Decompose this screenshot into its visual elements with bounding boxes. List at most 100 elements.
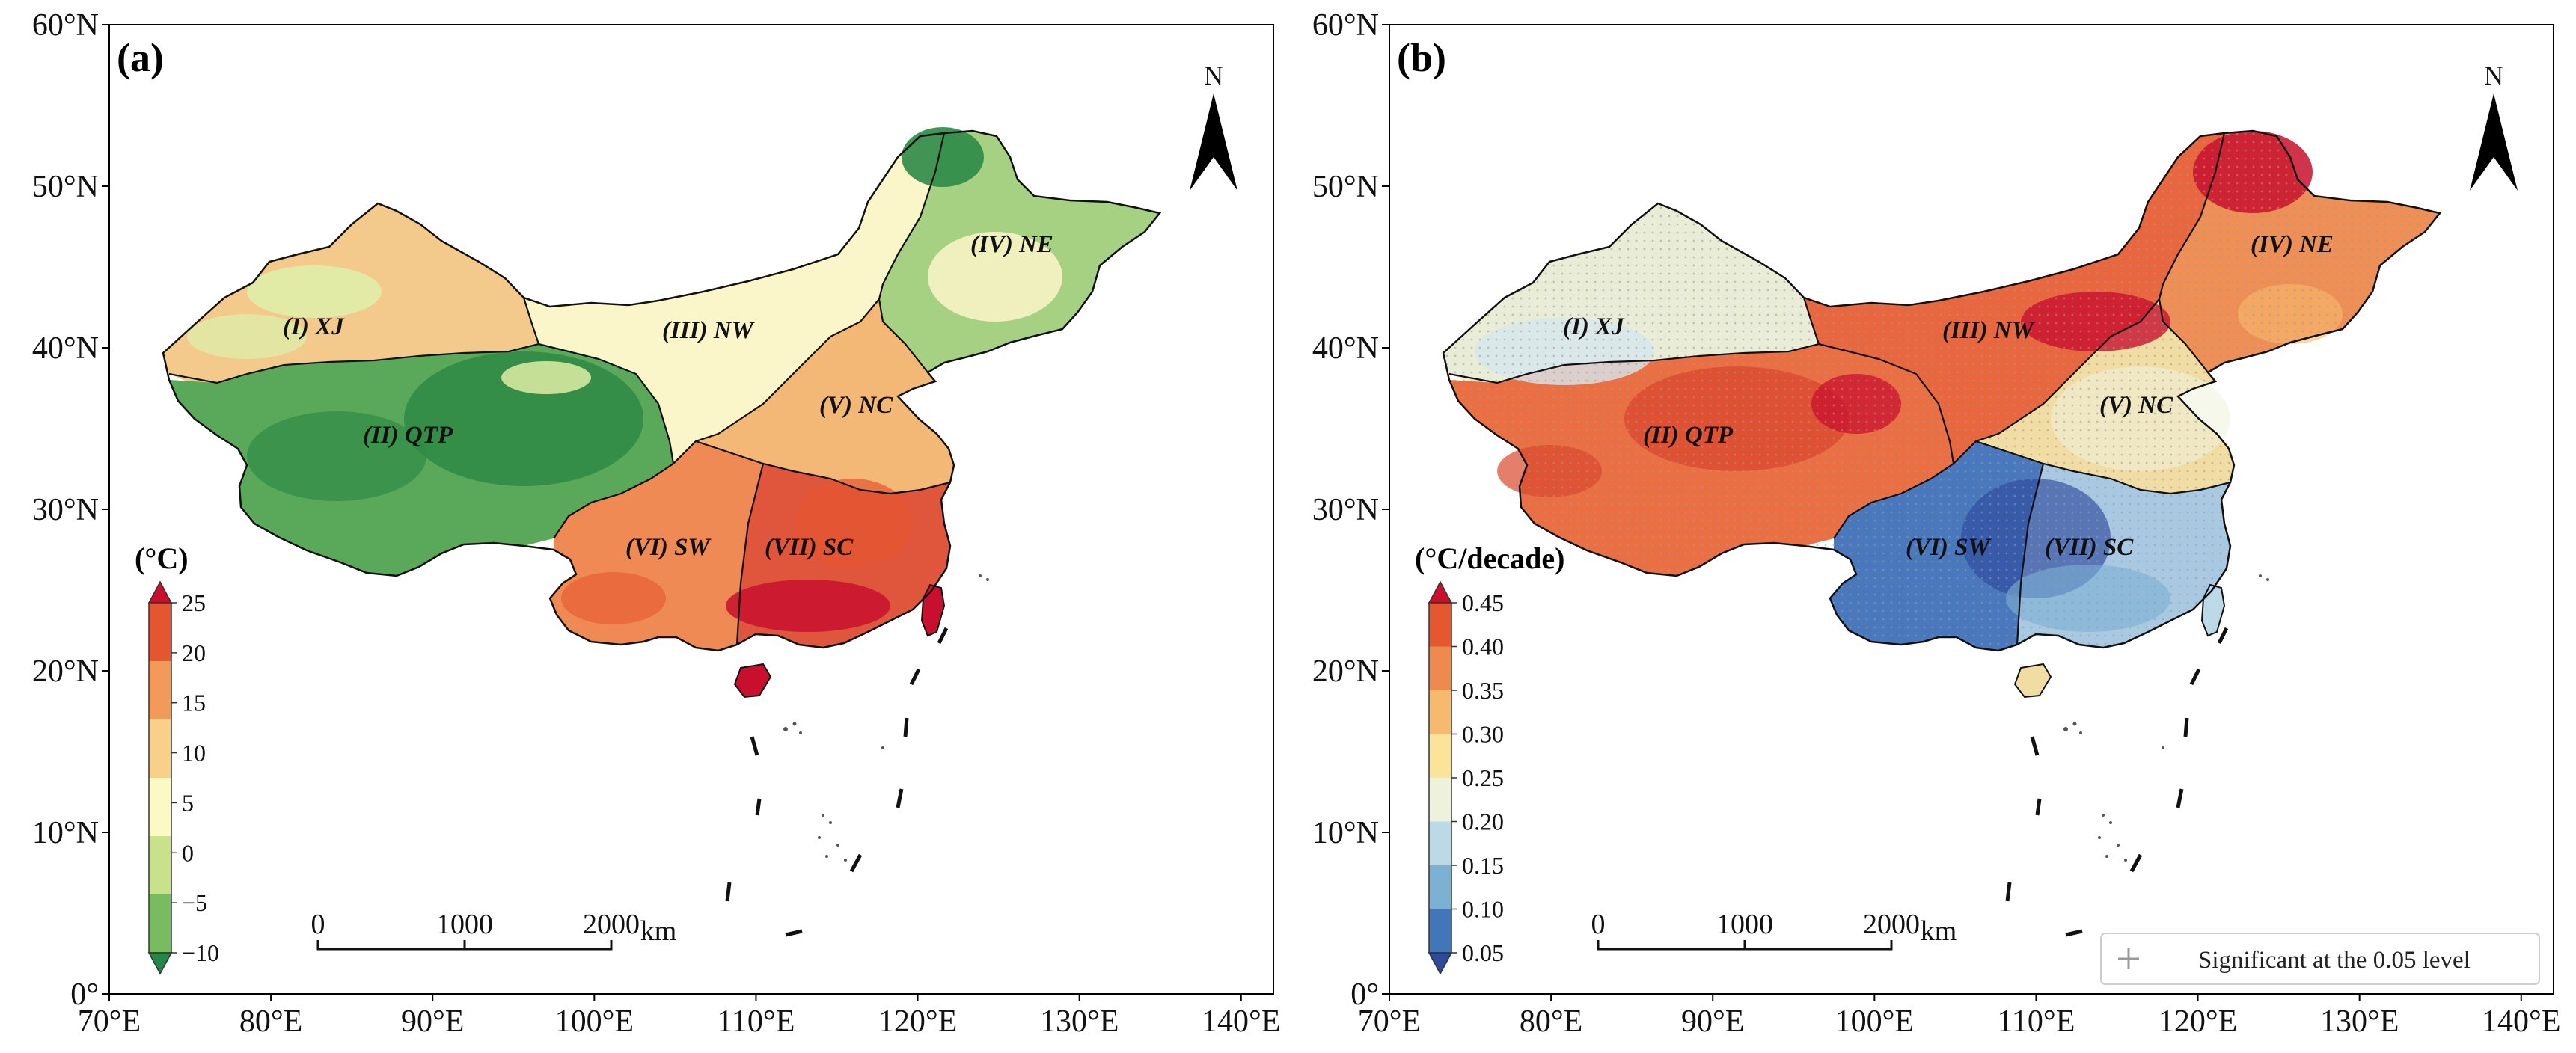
lat-tick-label: 10°N [32,816,99,850]
panel-a-map [162,127,1161,937]
panel-a-boundaries [168,132,951,645]
lon-tick-label: 120°E [878,1004,957,1039]
panel-b-trend: (I) XJ (II) QTP (III) NW (IV) NE (V) NC … [1312,8,2561,1039]
panel-a-label: (a) [117,35,164,80]
region-label-b-xj: (I) XJ [1563,313,1625,340]
north-arrow-a: N [1190,61,1237,191]
lon-tick-label: 140°E [1202,1004,1280,1039]
taiwan-b [2200,583,2226,637]
svg-text:N: N [2484,61,2503,90]
colorbar-tick-label: 15 [182,690,206,716]
lon-tick-label: 130°E [2320,1004,2399,1039]
colorbar-tick-label: 0.45 [1462,589,1504,616]
lon-tick-label: 90°E [1681,1004,1744,1039]
lat-tick-label: 30°N [32,493,99,527]
lon-tick-label: 120°E [2159,1004,2237,1039]
colorbar-block [1429,778,1451,822]
panel-a-axis-ticks: 70°E 80°E 90°E 100°E 110°E 120°E 130°E 140°E 60°… [32,8,1281,1039]
svg-text:0: 0 [311,909,325,940]
lat-tick-label: 60°N [1312,8,1379,43]
colorbar-tick-label: −5 [182,889,207,916]
colorbar-block [1429,909,1451,953]
svg-text:1000: 1000 [436,909,493,940]
colorbar-b-blocks [1428,580,1453,975]
colorbar-a-ticks: 25 20 15 10 5 0 −5 −10 [171,589,219,966]
lat-tick-label: 20°N [32,654,99,689]
lon-tick-label: 110°E [1997,1004,2075,1039]
colorbar-extend-bottom [147,952,173,975]
colorbar-tick-label: 0 [182,839,194,866]
region-a-nw [524,133,944,464]
scale-bar-a: 0 1000 2000 km [311,909,677,951]
south-sea-dots-a [783,574,989,862]
south-sea-dashes-a [725,627,949,937]
lat-tick-label: 50°N [1312,170,1379,204]
lat-tick-label: 0° [70,977,99,1012]
lon-tick-label: 90°E [401,1004,464,1039]
region-label-a-sw: (VI) SW [625,534,712,561]
south-sea-dots-b [2063,574,2269,862]
scale-bar-b: 0 1000 2000 km [1591,909,1957,951]
lat-tick-label: 0° [1350,977,1379,1012]
colorbar-tick-label: 0.10 [1462,896,1504,923]
colorbar-tick-label: 20 [182,639,206,666]
colorbar-tick-label: 0.15 [1462,852,1504,879]
colorbar-a: (°C) 25 20 15 10 5 0 −5 −10 [135,541,219,975]
lat-tick-label: 40°N [32,331,99,366]
colorbar-a-blocks [147,580,173,975]
region-label-b-sw: (VI) SW [1906,534,1992,561]
svg-text:km: km [640,915,677,947]
colorbar-block [1429,690,1451,734]
region-label-a-xj: (I) XJ [283,313,345,340]
colorbar-tick-label: 0.20 [1462,808,1504,835]
colorbar-tick-label: 0.40 [1462,633,1504,660]
lon-tick-label: 100°E [555,1004,634,1039]
colorbar-tick-label: 25 [182,589,206,616]
lon-tick-label: 140°E [2482,1004,2560,1039]
lon-tick-label: 100°E [1835,1004,1914,1039]
colorbar-block [149,719,171,778]
colorbar-block [149,778,171,836]
region-label-b-qtp: (II) QTP [1643,422,1734,449]
colorbar-block [149,894,171,953]
lon-tick-label: 70°E [1358,1004,1421,1039]
colorbar-tick-label: 0.25 [1462,764,1504,791]
colorbar-tick-label: 0.35 [1462,677,1504,704]
taiwan-a [920,583,946,637]
region-a-nc [696,299,954,494]
hainan-a [733,663,772,699]
south-sea-dashes-b [2005,627,2229,937]
colorbar-block [1429,865,1451,909]
lat-tick-label: 20°N [1312,654,1379,689]
lat-tick-label: 60°N [32,8,99,43]
svg-text:N: N [1204,61,1223,90]
region-label-b-ne: (IV) NE [2251,231,2334,258]
panel-b-boundaries [1448,132,2231,645]
region-label-a-nc: (V) NC [819,392,893,419]
colorbar-block [1429,646,1451,690]
hainan-b [2013,663,2052,699]
colorbar-block [149,836,171,894]
colorbar-tick-label: 5 [182,789,194,816]
svg-text:0: 0 [1591,909,1606,940]
panel-b-axis-ticks: 70°E 80°E 90°E 100°E 110°E 120°E 130°E 140°E 60°… [1312,8,2561,1039]
lat-tick-label: 30°N [1312,493,1379,527]
panel-b-map [1442,129,2441,937]
colorbar-b-title: (°C/decade) [1415,541,1564,575]
colorbar-tick-label: 0.30 [1462,721,1504,748]
colorbar-a-title: (°C) [135,541,189,575]
colorbar-tick-label: 10 [182,740,206,767]
north-arrow-b: N [2470,61,2518,191]
lon-tick-label: 110°E [717,1004,795,1039]
svg-text:km: km [1921,915,1957,947]
panel-a-temperature: (I) XJ (II) QTP (III) NW (IV) NE (V) NC … [32,8,1281,1039]
colorbar-tick-label: −10 [182,939,219,966]
colorbar-tick-label: 0.05 [1462,939,1504,966]
lat-tick-label: 10°N [1312,816,1379,850]
lat-tick-label: 50°N [32,170,99,204]
panel-b-label: (b) [1397,35,1446,80]
region-label-a-qtp: (II) QTP [363,422,453,449]
colorbar-b: (°C/decade) 0.45 0.40 0.35 0.30 0.25 0.20 0.15… [1415,541,1564,975]
panel-a-shading [187,127,1062,632]
